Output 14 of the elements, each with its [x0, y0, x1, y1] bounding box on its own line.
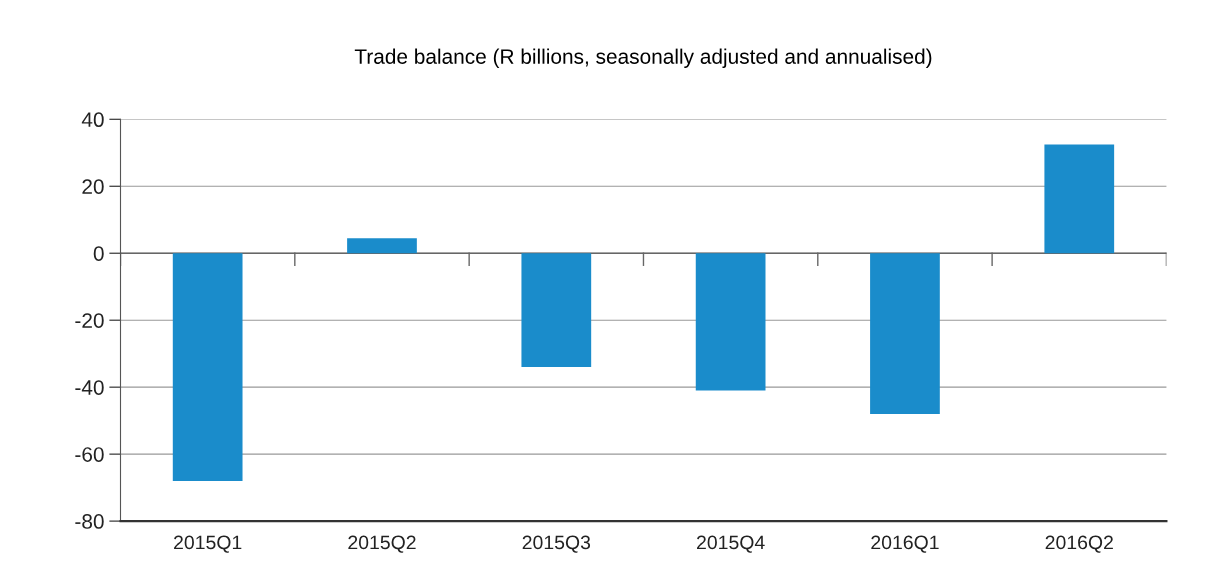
y-tick-label: 20	[82, 179, 104, 194]
x-tick-label: 2015Q3	[522, 535, 591, 553]
x-tick-label: 2015Q4	[697, 535, 765, 553]
y-tick-label: 40	[81, 112, 104, 128]
y-tick-label: -20	[75, 313, 104, 328]
y-tick-label: -60	[75, 447, 104, 462]
x-tick-label: 2015Q1	[174, 535, 242, 553]
y-tick-label: -80	[75, 514, 104, 529]
y-tick-label: -40	[75, 380, 104, 395]
chart-title: Trade balance (R billions, seasonally adjusted and annualised)	[354, 48, 932, 69]
x-tick-label: 2015Q2	[348, 535, 416, 553]
x-tick-label: 2016Q2	[1045, 535, 1113, 553]
x-tick-label: 2016Q1	[871, 535, 939, 553]
y-tick-label: 0	[93, 246, 104, 261]
